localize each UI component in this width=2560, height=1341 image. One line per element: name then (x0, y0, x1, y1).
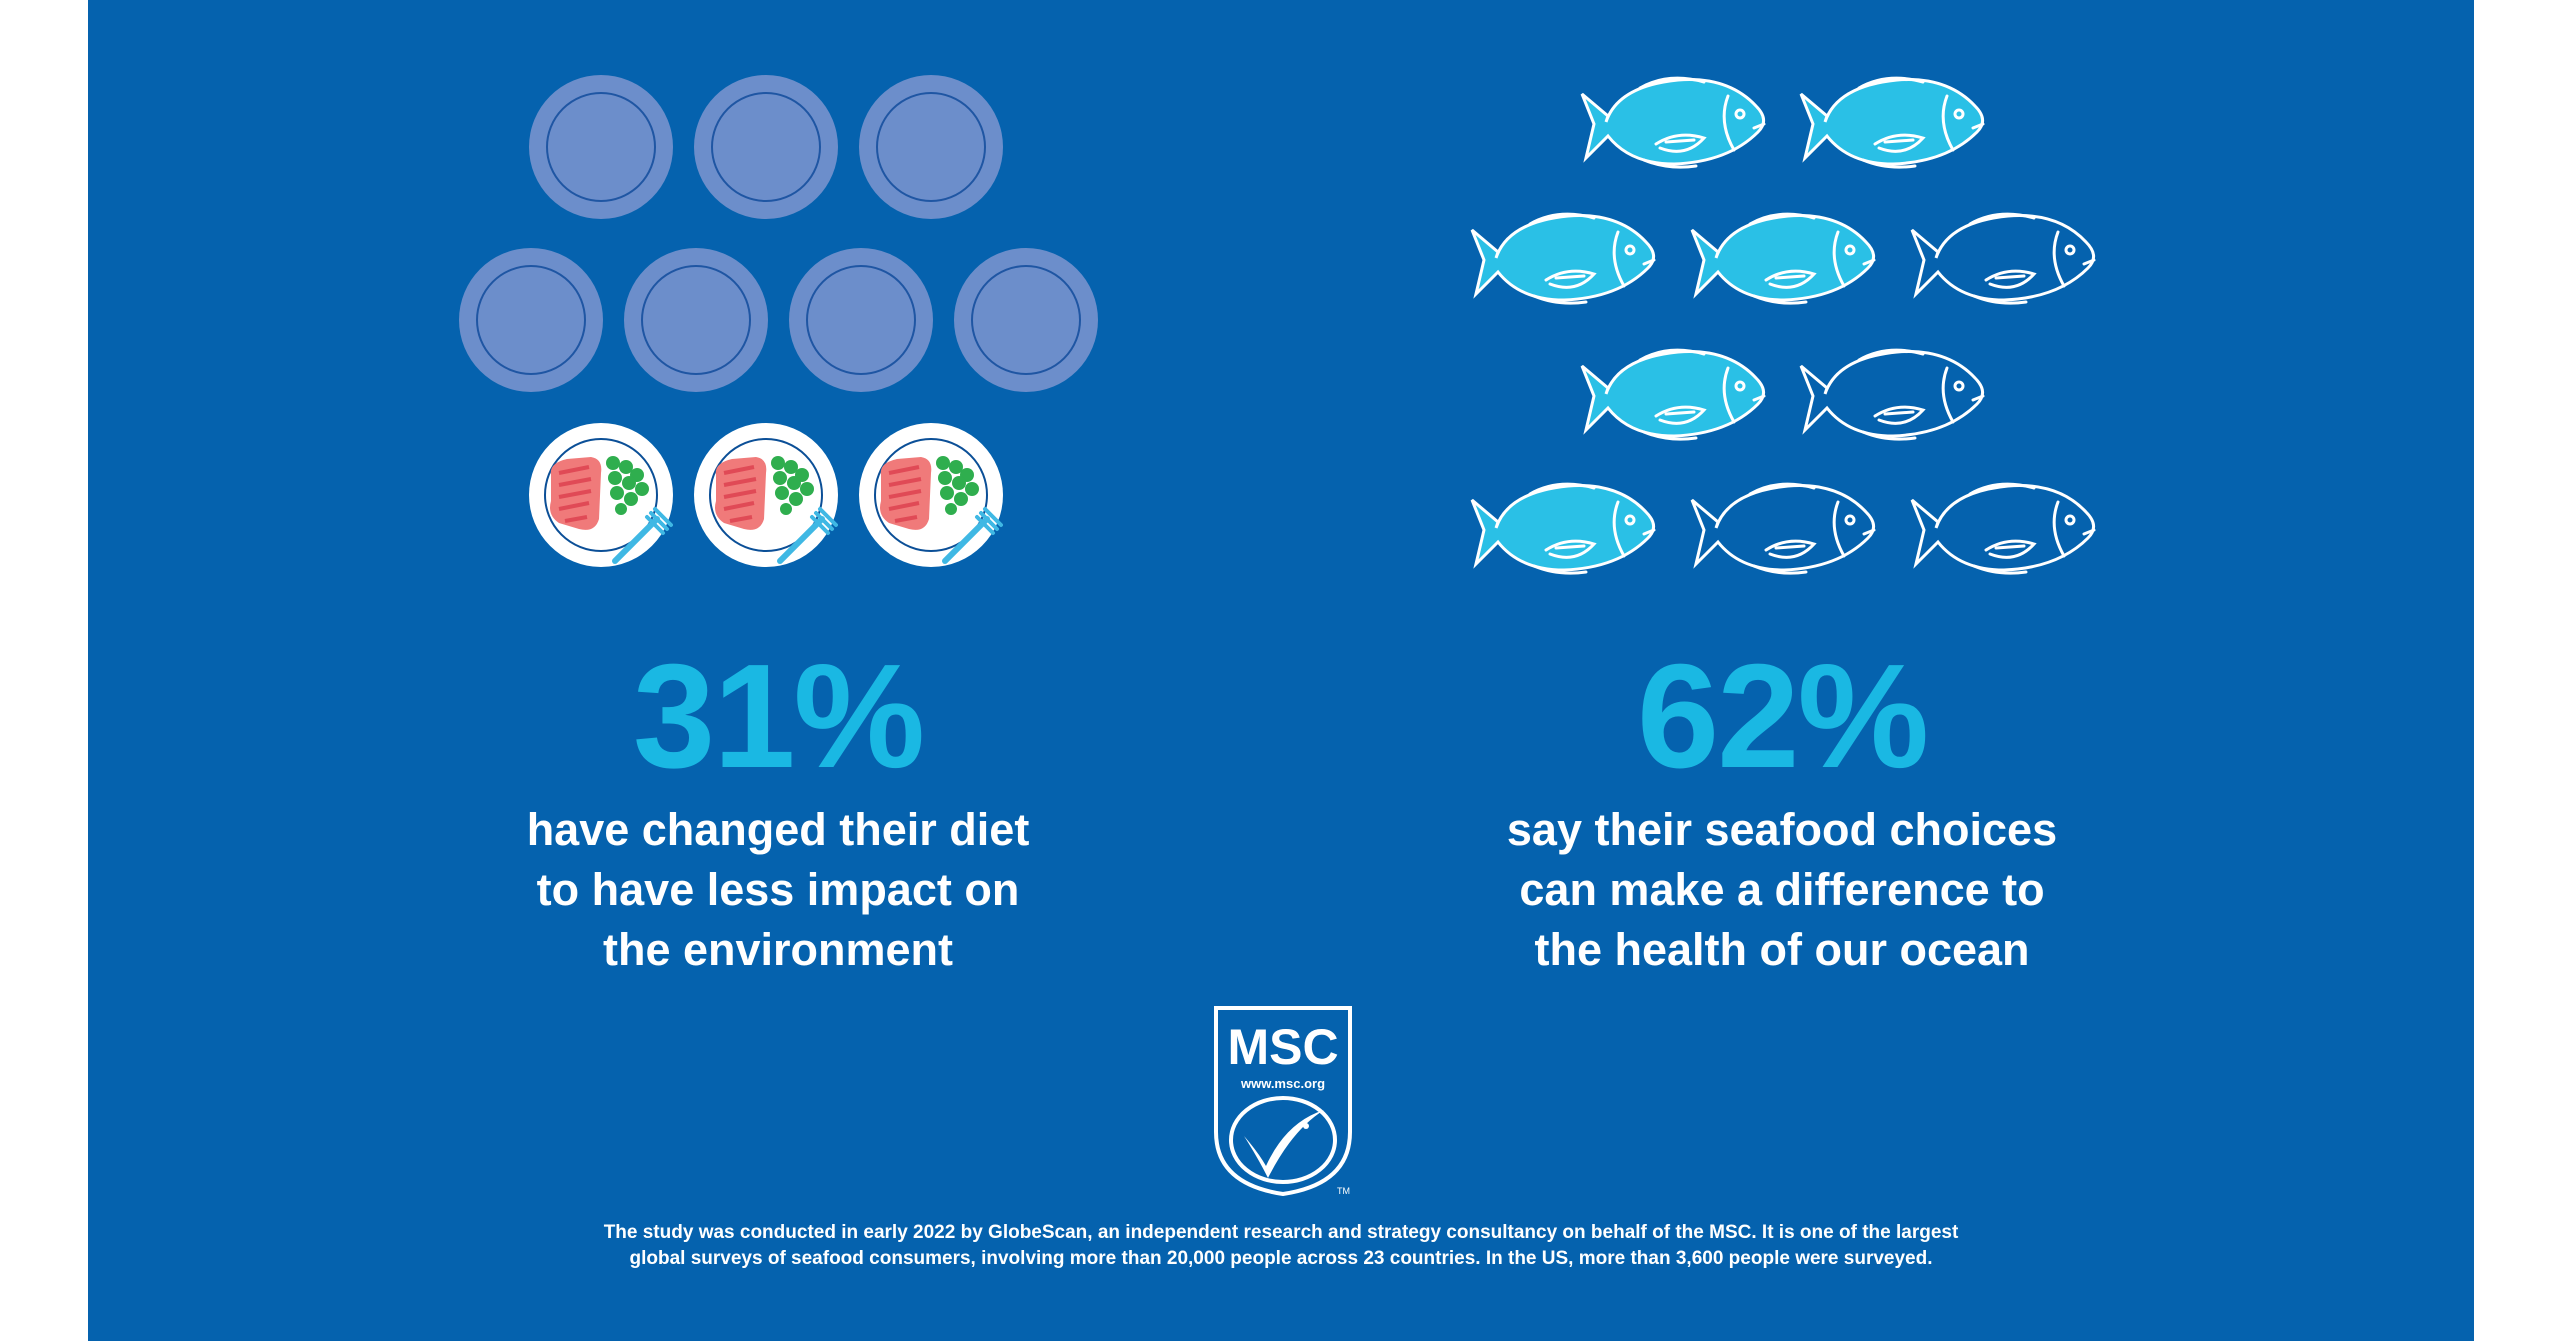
left-caption-line: to have less impact on (536, 864, 1020, 915)
outline-fish-icon (1799, 348, 1985, 441)
food-plate-icon (859, 423, 1003, 567)
left-caption: have changed their diet to have less imp… (398, 800, 1158, 980)
left-percent: 31% (632, 634, 925, 799)
right-caption: say their seafood choices can make a dif… (1402, 800, 2162, 980)
msc-logo-icon: MSC www.msc.org TM (1214, 1006, 1352, 1197)
study-footnote: The study was conducted in early 2022 by… (88, 1220, 2474, 1272)
right-caption-line: can make a difference to (1519, 864, 2045, 915)
empty-plate-icon (459, 248, 603, 392)
right-caption-line: the health of our ocean (1534, 924, 2030, 975)
footnote-line: The study was conducted in early 2022 by… (603, 1222, 1959, 1243)
empty-plate-icon (859, 75, 1003, 219)
filled-fish-icon (1470, 212, 1656, 305)
logo-trademark: TM (1337, 1186, 1350, 1196)
footnote-line: global surveys of seafood consumers, inv… (629, 1248, 1933, 1269)
filled-fish-icon (1799, 76, 1985, 169)
outline-fish-icon (1910, 212, 2096, 305)
logo-name: MSC (1227, 1019, 1338, 1075)
empty-plate-icon (529, 75, 673, 219)
filled-fish-icon (1470, 482, 1656, 575)
outline-fish-icon (1910, 482, 2096, 575)
right-caption-line: say their seafood choices (1506, 804, 2058, 855)
filled-fish-icon (1580, 76, 1766, 169)
empty-plate-icon (624, 248, 768, 392)
empty-plate-icon (789, 248, 933, 392)
food-plate-icon (529, 423, 673, 567)
empty-plate-icon (694, 75, 838, 219)
filled-fish-icon (1580, 348, 1766, 441)
empty-plate-icon (954, 248, 1098, 392)
left-caption-line: have changed their diet (526, 804, 1030, 855)
logo-url: www.msc.org (1240, 1076, 1325, 1091)
filled-fish-icon (1690, 212, 1876, 305)
food-plate-icon (694, 423, 838, 567)
right-percent: 62% (1636, 634, 1929, 799)
left-caption-line: the environment (602, 924, 954, 975)
outline-fish-icon (1690, 482, 1876, 575)
